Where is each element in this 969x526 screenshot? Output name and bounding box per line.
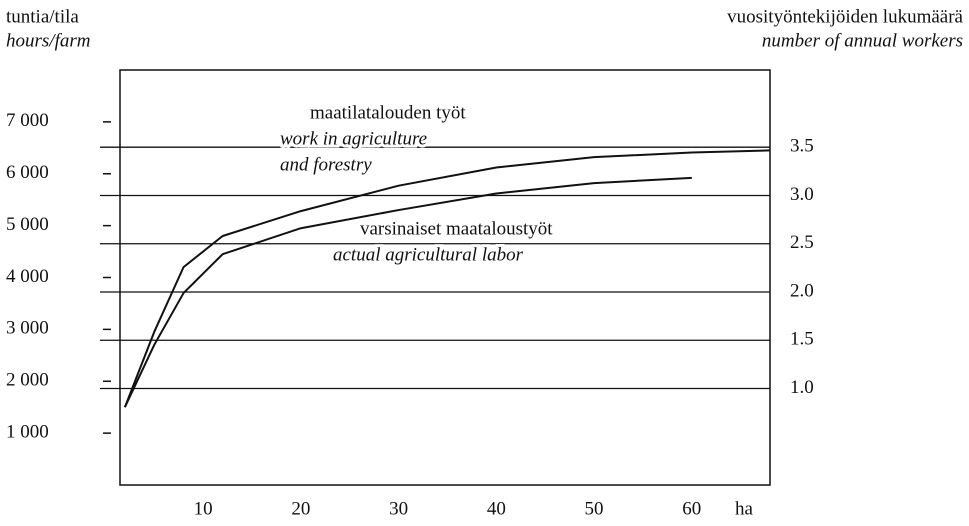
y2-tick-label: 2.0 <box>790 280 814 301</box>
annotation: maatilatalouden työt <box>310 102 466 123</box>
y-tick-label: 5 000 <box>6 214 49 235</box>
annotation: work in agriculture <box>280 128 427 149</box>
annotation: and forestry <box>280 154 372 175</box>
y-tick-label: 6 000 <box>6 162 49 183</box>
y2-tick-label: 3.0 <box>790 184 814 205</box>
y2-axis-label: number of annual workers <box>762 30 963 51</box>
y-tick-label: 4 000 <box>6 266 49 287</box>
x-tick-label: 40 <box>487 498 506 519</box>
y-axis-label: hours/farm <box>6 30 90 51</box>
x-tick-label: 10 <box>194 498 213 519</box>
y2-tick-label: 1.5 <box>790 329 814 350</box>
y-axis-label: tuntia/tila <box>6 6 79 27</box>
x-tick-label: 30 <box>389 498 408 519</box>
x-tick-label: 50 <box>585 498 604 519</box>
series-line <box>123 149 771 408</box>
x-tick-label: 60 <box>682 498 701 519</box>
y-tick-label: 3 000 <box>6 318 49 339</box>
x-tick-label: 20 <box>291 498 310 519</box>
y-tick-label: 2 000 <box>6 370 49 391</box>
y-tick-label: 1 000 <box>6 421 49 442</box>
annotation: actual agricultural labor <box>333 244 524 265</box>
y2-tick-label: 1.0 <box>790 377 814 398</box>
annotation: varsinaiset maataloustyöt <box>360 218 553 239</box>
y2-tick-label: 3.5 <box>790 136 814 157</box>
plot-frame <box>119 69 771 486</box>
x-axis-label: ha <box>735 498 754 519</box>
series-line <box>123 176 692 408</box>
y2-tick-label: 2.5 <box>790 232 814 253</box>
y-tick-label: 7 000 <box>6 110 49 131</box>
y2-axis-label: vuosityöntekijöiden lukumäärä <box>727 6 963 27</box>
